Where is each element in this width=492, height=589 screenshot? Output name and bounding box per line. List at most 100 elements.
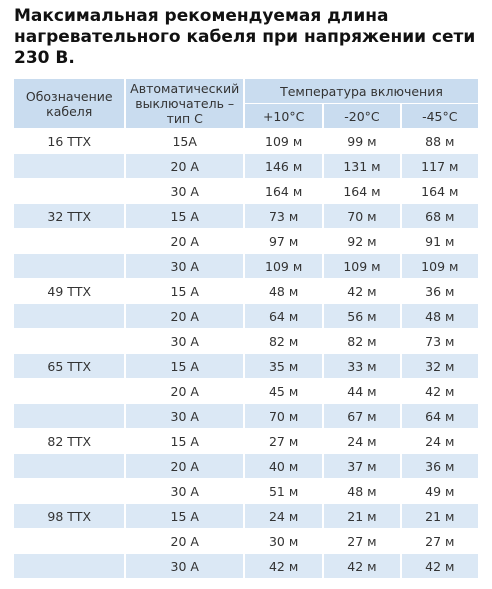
length-cell: 48 м — [401, 304, 478, 328]
length-cell: 82 м — [268, 333, 299, 349]
length-cell: 64 м — [401, 404, 478, 428]
breaker-cell: 20 А — [170, 383, 199, 399]
cable-cell — [14, 479, 124, 503]
table-row: 20 А 45 м 44 м 42 м — [14, 379, 478, 403]
breaker-cell: 15 А — [170, 283, 199, 299]
table-row: 20 А 64 м 56 м 48 м — [14, 304, 478, 328]
length-cell: 88 м — [425, 133, 455, 149]
length-cell: 42 м — [425, 383, 455, 399]
length-cell: 109 м — [401, 254, 478, 278]
cable-cell — [14, 404, 125, 428]
table-row: 32 ТТХ 15 А 73 м 70 м 68 м — [14, 204, 478, 228]
breaker-cell: 30 А — [170, 333, 199, 349]
length-cell: 21 м — [401, 504, 478, 528]
cable-cell: 16 ТТХ — [47, 133, 92, 149]
cable-cell — [14, 454, 125, 478]
length-cell: 164 м — [343, 183, 381, 199]
length-cell: 109 м — [324, 254, 400, 278]
length-cell: 27 м — [425, 533, 455, 549]
length-cell: 73 м — [425, 333, 455, 349]
length-cell: 33 м — [324, 354, 400, 378]
length-cell: 24 м — [425, 433, 455, 449]
length-cell: 70 м — [324, 204, 400, 228]
header-cell: -20°C — [324, 104, 400, 128]
table-row: 30 А 82 м 82 м 73 м — [14, 329, 478, 353]
length-cell: 49 м — [425, 483, 455, 499]
table-row: 49 ТТХ 15 А 48 м 42 м 36 м — [14, 279, 478, 303]
length-cell: 36 м — [401, 454, 478, 478]
table-row: 98 ТТХ 15 А 24 м 21 м 21 м — [14, 504, 478, 528]
breaker-cell: 30 А — [170, 483, 199, 499]
table-row: 20 А 97 м 92 м 91 м — [14, 229, 478, 253]
length-cell: 91 м — [425, 233, 455, 249]
breaker-cell: 15А — [172, 133, 197, 149]
cable-cell — [14, 179, 124, 203]
header-cell: Автоматический выключатель – тип С — [126, 79, 243, 128]
title-line: 230 В. — [14, 48, 75, 68]
length-cell: 45 м — [268, 383, 299, 399]
breaker-cell: 30 А — [126, 554, 243, 578]
table-row: 30 А 109 м 109 м 109 м — [14, 254, 478, 278]
cable-cell: 49 ТТХ — [47, 283, 92, 299]
cable-cell — [14, 529, 124, 553]
title-line: нагревательного кабеля при напряжении се… — [14, 27, 476, 47]
length-cell: 99 м — [347, 133, 377, 149]
length-cell: 109 м — [265, 133, 303, 149]
length-cell: 109 м — [244, 254, 323, 278]
cable-cell — [14, 554, 125, 578]
length-cell: 24 м — [244, 504, 323, 528]
length-cell: 51 м — [268, 483, 299, 499]
title-line: Максимальная рекомендуемая длина — [14, 6, 389, 26]
length-cell: 44 м — [347, 383, 377, 399]
header-cell: Температура включения — [244, 79, 478, 103]
length-cell: 30 м — [268, 533, 299, 549]
table-row: 30 А 42 м 42 м 42 м — [14, 554, 478, 578]
length-cell: 21 м — [324, 504, 400, 528]
length-cell: 42 м — [244, 554, 323, 578]
breaker-cell: 15 А — [126, 354, 243, 378]
breaker-cell: 20 А — [126, 154, 243, 178]
length-cell: 97 м — [268, 233, 299, 249]
table-header: Обозначение кабеля Автоматический выключ… — [14, 79, 478, 128]
length-cell: 82 м — [347, 333, 377, 349]
breaker-cell: 20 А — [126, 454, 243, 478]
header-cell: -45°C — [401, 104, 478, 128]
length-cell: 48 м — [347, 483, 377, 499]
length-cell: 42 м — [347, 283, 377, 299]
table-row: 65 ТТХ 15 А 35 м 33 м 32 м — [14, 354, 478, 378]
length-cell: 36 м — [425, 283, 455, 299]
table-row: 20 А 40 м 37 м 36 м — [14, 454, 478, 478]
table-row: 30 А 164 м 164 м 164 м — [14, 179, 478, 203]
length-cell: 131 м — [324, 154, 400, 178]
table-row: 30 А 51 м 48 м 49 м — [14, 479, 478, 503]
length-cell: 70 м — [244, 404, 323, 428]
length-cell: 48 м — [268, 283, 299, 299]
breaker-cell: 30 А — [170, 183, 199, 199]
cable-cell — [14, 229, 124, 253]
cable-cell — [14, 379, 124, 403]
breaker-cell: 20 А — [170, 233, 199, 249]
length-cell: 73 м — [244, 204, 323, 228]
cable-cell: 65 ТТХ — [14, 354, 125, 378]
cable-cell — [14, 254, 125, 278]
length-cell: 56 м — [324, 304, 400, 328]
cable-cell — [14, 329, 124, 353]
breaker-cell: 20 А — [126, 304, 243, 328]
breaker-cell: 30 А — [126, 404, 243, 428]
cable-cell: 32 ТТХ — [14, 204, 125, 228]
breaker-cell: 20 А — [170, 533, 199, 549]
length-cell: 117 м — [401, 154, 478, 178]
cable-cell: 98 ТТХ — [14, 504, 125, 528]
title: Максимальная рекомендуемая длина нагрева… — [14, 6, 475, 69]
length-cell: 146 м — [244, 154, 323, 178]
length-cell: 164 м — [265, 183, 303, 199]
length-cell: 64 м — [244, 304, 323, 328]
length-cell: 68 м — [401, 204, 478, 228]
length-cell: 32 м — [401, 354, 478, 378]
length-cell: 24 м — [347, 433, 377, 449]
length-cell: 42 м — [401, 554, 478, 578]
breaker-cell: 15 А — [170, 433, 199, 449]
length-cell: 92 м — [347, 233, 377, 249]
cable-cell — [14, 154, 125, 178]
